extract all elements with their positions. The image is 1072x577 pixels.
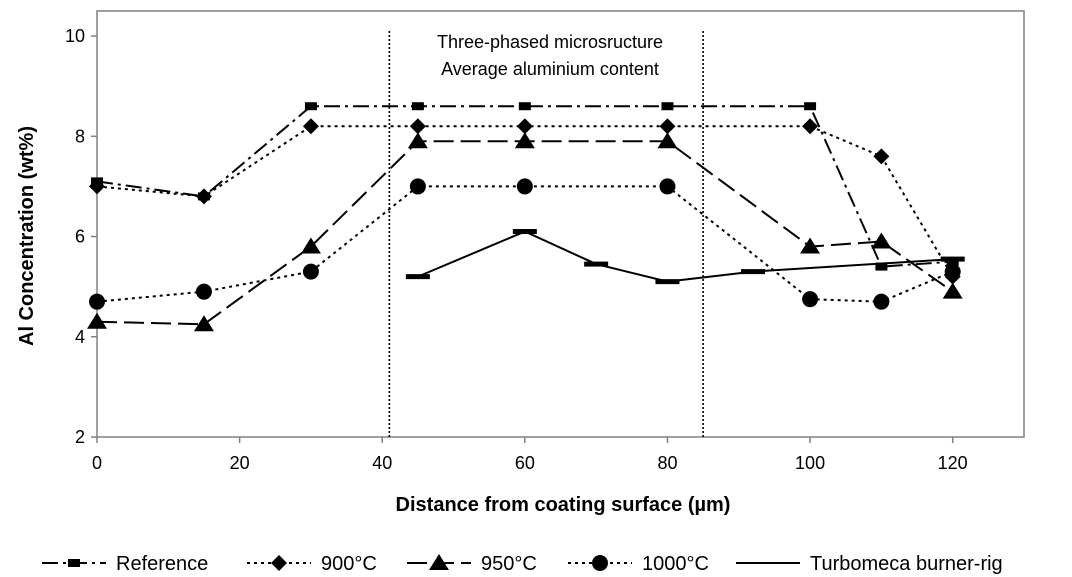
x-tick-label: 80 [657, 453, 677, 473]
y-tick-label: 6 [75, 227, 85, 247]
series-900-c [89, 118, 961, 285]
series-line [96, 125, 954, 278]
data-point [875, 262, 888, 271]
data-point [518, 102, 531, 111]
y-tick-label: 10 [65, 26, 85, 46]
legend-label: Reference [116, 553, 208, 575]
data-point [89, 293, 105, 310]
legend-marker [429, 554, 449, 570]
region-annotation: Three-phased microsructure Average alumi… [437, 32, 663, 79]
data-point [804, 102, 817, 111]
legend-entry: 900°C [247, 553, 377, 575]
data-point [304, 102, 317, 111]
data-point [407, 132, 428, 149]
data-point [946, 257, 959, 266]
series-950-c [87, 132, 963, 332]
data-point [584, 261, 609, 267]
x-axis: 0 20 40 60 80 100 120 [92, 437, 968, 473]
data-point [944, 263, 961, 280]
data-point [516, 118, 533, 135]
x-tick-label: 40 [372, 453, 392, 473]
data-point [405, 274, 430, 280]
data-point [873, 293, 890, 310]
series-1000-c [89, 178, 961, 310]
data-point [302, 263, 319, 280]
plot-area [96, 10, 1025, 438]
data-point [942, 282, 963, 299]
data-point [802, 118, 819, 135]
legend-entry: Turbomeca burner-rig [736, 553, 1003, 575]
data-point [195, 188, 212, 205]
series-line [96, 105, 953, 268]
data-point [659, 118, 676, 135]
y-axis: 2 4 6 8 10 [65, 26, 97, 447]
legend-entry: 1000°C [568, 553, 709, 575]
data-point [193, 315, 214, 332]
legend-label: 950°C [481, 553, 537, 575]
data-point [195, 283, 212, 300]
microstructure-region-lines [388, 31, 704, 437]
y-axis-title: Al Concentration (wt%) [16, 126, 38, 346]
data-point [802, 291, 819, 308]
legend-label: 1000°C [642, 553, 709, 575]
data-point [512, 229, 537, 235]
y-tick-label: 4 [75, 327, 85, 347]
data-point [87, 312, 107, 329]
data-point [514, 132, 535, 149]
y-tick-label: 2 [75, 427, 85, 447]
x-tick-label: 20 [230, 453, 250, 473]
annotation-line-1: Three-phased microsructure [437, 32, 663, 52]
series-turbomeca-burner-rig [405, 229, 965, 285]
legend-marker [592, 555, 608, 571]
data-point [741, 269, 766, 275]
x-axis-title: Distance from coating surface (µm) [396, 494, 731, 516]
series-line [417, 230, 953, 283]
data-point [661, 102, 674, 111]
data-point [411, 102, 424, 111]
legend-entry: Reference [42, 553, 208, 575]
data-point [871, 232, 892, 249]
series-layer [87, 102, 965, 332]
data-point [409, 178, 426, 195]
data-point [516, 178, 533, 195]
data-point [300, 237, 321, 254]
data-point [873, 148, 890, 165]
data-point [659, 178, 676, 195]
data-point [657, 132, 678, 149]
annotation-line-2: Average aluminium content [441, 59, 659, 79]
legend-marker [271, 555, 287, 571]
data-point [302, 118, 319, 135]
data-point [89, 178, 105, 195]
legend-label: Turbomeca burner-rig [810, 553, 1003, 575]
legend-entry: 950°C [407, 553, 537, 575]
legend-label: 900°C [321, 553, 377, 575]
legend: Reference 900°C 950°C 1000°C Turbomeca burne… [42, 553, 1003, 575]
data-point [940, 256, 965, 262]
data-point [409, 118, 426, 135]
y-tick-label: 8 [75, 126, 85, 146]
legend-marker [68, 559, 80, 567]
x-tick-label: 0 [92, 453, 102, 473]
data-point [655, 279, 680, 285]
series-line [96, 185, 954, 303]
x-tick-label: 60 [515, 453, 535, 473]
x-tick-label: 100 [795, 453, 825, 473]
data-point [800, 237, 821, 254]
x-tick-label: 120 [938, 453, 968, 473]
plot-border [96, 10, 1025, 438]
